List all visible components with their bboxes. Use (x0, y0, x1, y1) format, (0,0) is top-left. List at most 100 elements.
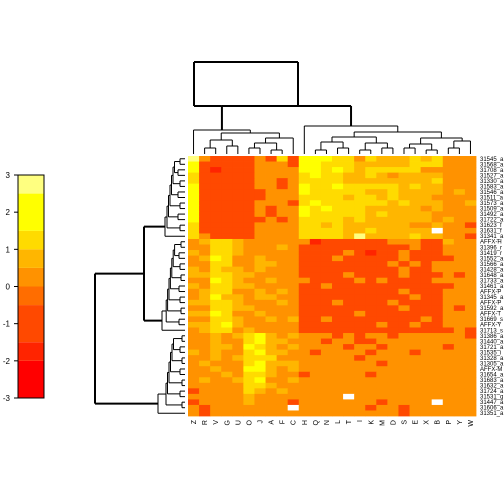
heatmap-cell (276, 404, 289, 411)
heatmap-cell (387, 404, 399, 411)
heatmap-cell (309, 255, 322, 262)
heatmap-cell (365, 355, 377, 362)
heatmap-cell (376, 272, 388, 279)
heatmap-cell (343, 377, 355, 384)
heatmap-cell (298, 266, 311, 273)
heatmap-cell (354, 277, 366, 284)
heatmap-cell (265, 305, 278, 312)
heatmap-cell (287, 216, 300, 223)
heatmap-cell (376, 305, 388, 312)
heatmap-cell (254, 227, 266, 234)
heatmap-cell (210, 194, 222, 201)
heatmap-cell (376, 233, 388, 240)
heatmap-cell (354, 194, 366, 201)
heatmap-cell (210, 178, 222, 185)
heatmap-cell (276, 349, 289, 356)
heatmap-cell (420, 189, 433, 196)
heatmap-cell (320, 288, 333, 295)
heatmap-cell (265, 261, 278, 268)
heatmap-cell (442, 205, 455, 212)
heatmap-cell (221, 294, 233, 301)
heatmap-cell (298, 277, 311, 284)
heatmap-cell (298, 205, 311, 212)
heatmap-cell (464, 255, 477, 262)
heatmap-cell (309, 283, 322, 290)
heatmap-cell (309, 244, 322, 251)
heatmap-cell (309, 316, 322, 323)
heatmap-cell (332, 299, 344, 306)
heatmap-cell (199, 310, 211, 317)
heatmap-cell (420, 216, 433, 223)
heatmap-cell (254, 250, 266, 256)
heatmap-cell (343, 294, 355, 301)
heatmap-cell (320, 349, 333, 356)
heatmap-cell (420, 338, 433, 345)
heatmap-cell (210, 393, 222, 400)
heatmap-cell (199, 283, 211, 290)
heatmap-cell (409, 205, 422, 212)
heatmap-cell (320, 321, 333, 328)
heatmap-cell (199, 250, 211, 256)
heatmap-cell (320, 244, 333, 251)
heatmap-cell (420, 205, 433, 212)
column-label: A (269, 420, 276, 425)
heatmap-cell (332, 305, 344, 312)
heatmap-cell (320, 294, 333, 301)
heatmap-cell (232, 366, 244, 373)
heatmap-cell (254, 333, 266, 339)
heatmap-cell (398, 227, 410, 234)
heatmap-cell (254, 310, 266, 317)
heatmap-cell (232, 399, 244, 406)
heatmap-cell (354, 288, 366, 295)
heatmap-cell (287, 410, 300, 417)
heatmap-cell (464, 349, 477, 356)
heatmap-cell (442, 238, 455, 245)
heatmap-cell (309, 399, 322, 406)
color-key-tick-label: 1 (6, 245, 11, 254)
heatmap-cell (188, 194, 200, 201)
heatmap-cell (188, 261, 200, 268)
heatmap-cell (354, 366, 366, 373)
heatmap-cell (254, 266, 266, 273)
heatmap-cell (343, 316, 355, 323)
heatmap-cell (398, 393, 410, 400)
heatmap-cell (254, 178, 266, 185)
heatmap-cell (387, 382, 399, 389)
heatmap-cell (453, 294, 466, 301)
heatmap-cell (431, 161, 444, 168)
heatmap-cell (453, 355, 466, 362)
heatmap-cell (354, 227, 366, 234)
row-label: 31345_a (480, 295, 504, 301)
heatmap-cell (243, 338, 255, 345)
heatmap-cell (232, 205, 244, 212)
heatmap-cell (298, 238, 311, 245)
heatmap-cell (343, 399, 355, 406)
heatmap-cell (199, 377, 211, 384)
heatmap-cell (199, 344, 211, 351)
heatmap-cell (409, 299, 422, 306)
heatmap-cell (453, 333, 466, 339)
heatmap-cell (276, 233, 289, 240)
heatmap-cell (276, 205, 289, 212)
row-label: AFFX-T (480, 312, 501, 318)
heatmap-cell (243, 255, 255, 262)
heatmap-cell (354, 333, 366, 339)
heatmap-cell (376, 382, 388, 389)
heatmap-cell (453, 377, 466, 384)
heatmap-cell (254, 294, 266, 301)
heatmap-cell (398, 244, 410, 251)
heatmap-cell (188, 255, 200, 262)
heatmap-cell (431, 205, 444, 212)
heatmap-cell (332, 377, 344, 384)
heatmap-cell (243, 222, 255, 229)
heatmap-cell (453, 233, 466, 240)
heatmap-cell (376, 410, 388, 417)
heatmap-cell (221, 277, 233, 284)
heatmap-cell (298, 288, 311, 295)
row-label: 31623_f (480, 223, 502, 229)
heatmap-cell (354, 222, 366, 229)
heatmap-cell (232, 272, 244, 279)
heatmap-cell (243, 388, 255, 395)
heatmap-cell (332, 261, 344, 268)
heatmap-cell (199, 261, 211, 268)
